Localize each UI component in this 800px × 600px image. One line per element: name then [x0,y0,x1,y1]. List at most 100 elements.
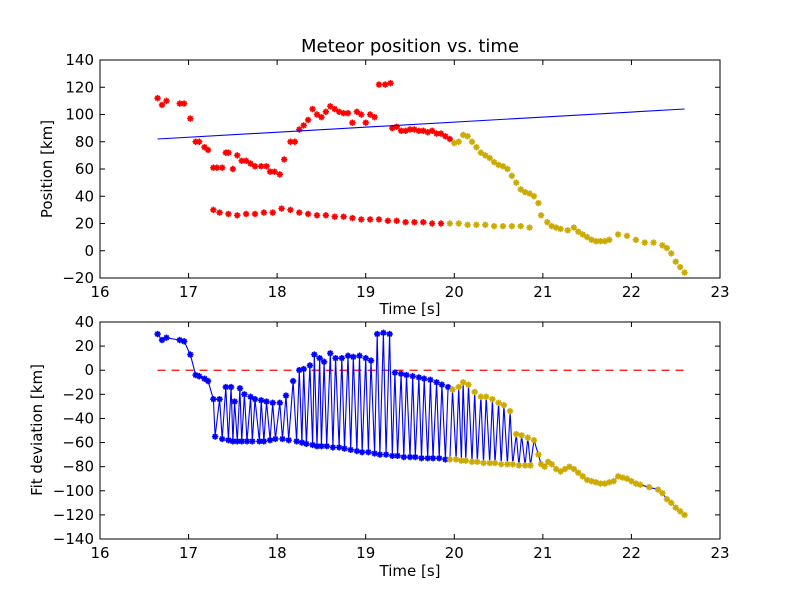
deviation-data-point [424,455,431,462]
position-data-point [366,216,374,223]
position-series-2 [157,108,685,140]
deviation-data-point [192,371,199,379]
position-data-point [225,210,232,218]
position-data-point [375,81,383,88]
position-y-tick-label: −20 [62,269,94,287]
position-data-point [477,149,485,156]
deviation-y-tick-label: −140 [53,530,94,548]
deviation-data-point [654,486,662,493]
position-data-point [663,244,671,252]
deviation-data-point [552,465,560,473]
position-data-point [490,158,498,166]
position-series-0 [154,79,454,227]
deviation-data-point [236,385,244,392]
position-data-point [242,157,250,165]
deviation-data-point [527,462,534,469]
position-y-tick-label: 40 [75,187,94,205]
deviation-data-point [367,357,375,364]
deviation-data-point [311,351,318,358]
deviation-data-point [320,358,328,365]
position-x-tick-label: 23 [710,283,729,301]
deviation-data-point [672,504,679,511]
position-series-line [157,108,685,140]
deviation-data-point [628,477,635,485]
position-data-point [433,130,440,137]
deviation-data-point [327,350,334,357]
position-y-tick-label: 0 [84,242,94,260]
deviation-data-point [614,473,622,480]
position-data-point [362,119,369,126]
deviation-data-point [300,365,307,373]
position-data-point [623,232,631,239]
deviation-x-tick-label: 23 [710,544,729,562]
deviation-data-point [303,440,310,447]
deviation-data-point [537,461,545,468]
deviation-data-point [458,457,465,464]
position-data-point [548,223,555,230]
deviation-data-point [266,436,274,444]
deviation-data-point [480,459,487,467]
deviation-data-point [211,433,219,440]
deviation-data-point [249,438,256,445]
position-data-point [564,227,571,234]
deviation-data-point [403,371,410,379]
deviation-data-point [500,401,508,409]
deviation-data-point [521,462,529,469]
position-data-point [322,212,330,219]
position-data-point [397,127,405,135]
position-data-point [455,138,462,145]
position-data-point [459,131,467,139]
position-data-point [508,172,516,180]
deviation-data-point [225,436,232,444]
deviation-data-point [535,451,542,458]
deviation-data-point [323,442,330,450]
deviation-data-point [376,451,384,458]
deviation-data-point [446,456,454,463]
position-data-point [340,213,347,220]
deviation-plot-frame [99,321,721,540]
position-data-point [537,212,545,219]
position-data-point [322,108,330,115]
deviation-data-point [358,449,366,456]
deviation-data-point [293,438,300,445]
position-data-point [335,108,343,115]
deviation-y-tick-label: −80 [62,458,94,476]
deviation-data-point [489,395,496,403]
deviation-data-point [353,447,361,455]
deviation-x-tick-label: 18 [268,544,287,562]
position-data-point [668,250,675,257]
position-data-point [349,119,356,126]
position-data-point [247,160,254,167]
deviation-data-point [541,463,548,470]
position-chart: Meteor position vs. time 16 17 18 19 20 21 22 2… [38,36,730,318]
position-data-point [344,109,352,117]
deviation-data-point [306,362,314,369]
deviation-data-point [309,441,316,449]
deviation-data-point [557,468,564,475]
deviation-data-point [400,453,407,461]
deviation-data-point [219,435,226,443]
deviation-data-point [645,483,653,491]
position-data-point [229,165,237,173]
deviation-y-tick-label: −60 [62,434,94,452]
position-plot-area [154,79,688,276]
deviation-data-point [471,388,478,396]
position-data-point [238,157,245,165]
position-data-point [557,225,564,233]
position-data-point [375,216,383,223]
position-data-point [420,127,427,135]
chart-title: Meteor position vs. time [301,36,519,57]
position-data-point [353,108,361,115]
position-data-point [535,199,542,207]
position-x-axis-label: Time [s] [379,300,441,318]
deviation-data-point [592,479,600,486]
position-data-point [464,133,471,140]
deviation-data-point [231,398,238,405]
deviation-y-axis-label: Fit deviation [km] [28,364,46,496]
deviation-data-point [318,442,325,450]
position-data-point [358,111,365,118]
deviation-data-point [276,399,283,406]
position-data-point [225,149,232,156]
position-data-point [192,138,199,145]
deviation-data-point [350,353,357,361]
